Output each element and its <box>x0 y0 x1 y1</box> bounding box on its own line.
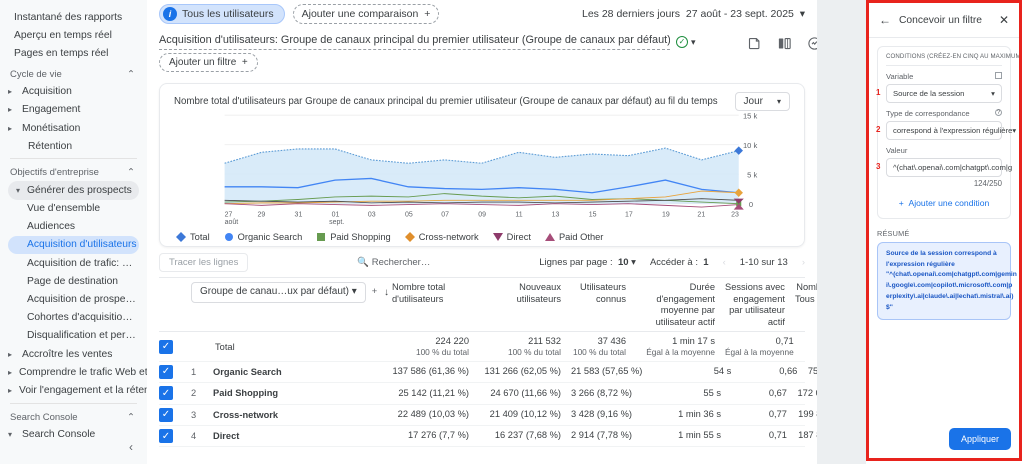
svg-text:sept.: sept. <box>329 219 344 226</box>
svg-text:21: 21 <box>697 211 705 218</box>
svg-text:15 k: 15 k <box>743 112 758 121</box>
svg-text:23: 23 <box>731 211 739 218</box>
svg-text:0: 0 <box>749 200 753 209</box>
svg-text:11: 11 <box>515 211 522 218</box>
svg-text:07: 07 <box>441 211 449 218</box>
svg-text:31: 31 <box>295 211 303 218</box>
svg-text:09: 09 <box>478 211 486 218</box>
svg-text:01: 01 <box>332 211 340 218</box>
svg-text:29: 29 <box>257 211 265 218</box>
svg-text:août: août <box>225 219 239 226</box>
svg-text:5 k: 5 k <box>747 171 757 180</box>
svg-text:10 k: 10 k <box>743 141 758 150</box>
svg-text:05: 05 <box>405 211 413 218</box>
svg-text:17: 17 <box>625 211 633 218</box>
svg-text:03: 03 <box>368 211 376 218</box>
svg-text:15: 15 <box>589 211 597 218</box>
svg-text:13: 13 <box>552 211 560 218</box>
svg-text:19: 19 <box>662 211 670 218</box>
svg-text:27: 27 <box>225 211 233 218</box>
